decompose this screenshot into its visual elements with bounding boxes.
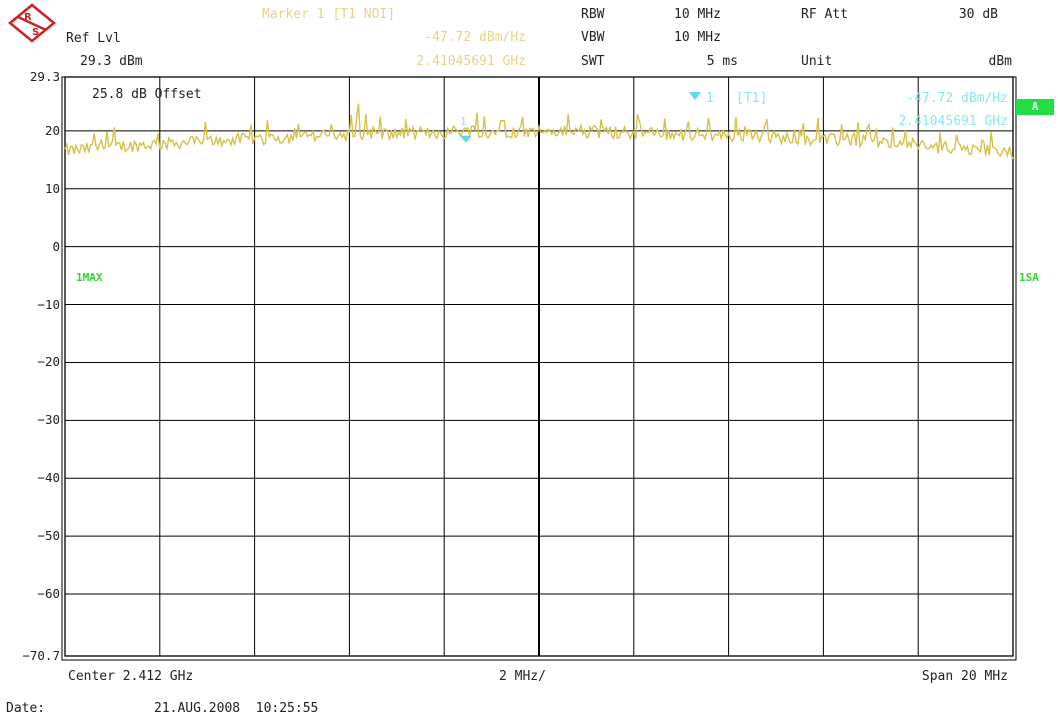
marker-number-label: 1 [460, 115, 467, 128]
y-tick-label: −40 [37, 470, 60, 486]
y-tick-label: −10 [37, 296, 60, 312]
marker-title: Marker 1 [T1 NOI] [262, 7, 396, 22]
marker-info-level: -47.72 dBm/Hz [906, 91, 1008, 106]
marker-frequency: 2.41045691 GHz [416, 54, 526, 69]
vbw-label: VBW [581, 30, 605, 45]
rf-att-label: RF Att [801, 7, 848, 22]
offset-label: 25.8 dB Offset [92, 87, 202, 102]
trace-line [64, 103, 1014, 160]
marker-info-triangle-icon [689, 92, 701, 100]
rf-att-value: 30 dB [958, 7, 998, 22]
per-division-label: 2 MHz/ [499, 669, 546, 684]
date-label: Date: [6, 701, 46, 716]
date-value: 21.AUG.2008 10:25:55 [154, 701, 319, 716]
rohde-schwarz-logo-icon: R S [8, 3, 56, 43]
marker-info-label: [T1] [736, 91, 768, 106]
y-tick-label: 29.3 [29, 69, 60, 84]
unit-value: dBm [988, 54, 1012, 69]
svg-text:R: R [24, 12, 32, 23]
trace-mode-label: 1MAX [76, 271, 103, 284]
swt-value: 5 ms [706, 54, 738, 69]
ref-level-label: Ref Lvl [66, 31, 121, 46]
y-tick-label: −60 [37, 586, 60, 602]
y-tick-label: 10 [44, 180, 60, 196]
unit-label: Unit [801, 54, 833, 69]
y-tick-label: 20 [44, 122, 60, 138]
vbw-value: 10 MHz [674, 30, 721, 45]
marker-level: -47.72 dBm/Hz [424, 30, 526, 45]
y-tick-label: −20 [37, 354, 60, 370]
sweep-mode-label: 1SA [1019, 271, 1039, 284]
marker-info-frequency: 2.41045691 GHz [898, 114, 1008, 129]
y-tick-label: −50 [37, 528, 60, 544]
y-tick-label: −30 [37, 412, 60, 428]
plot-grid [61, 76, 1017, 661]
span-label: Span 20 MHz [921, 669, 1008, 684]
center-frequency-label: Center 2.412 GHz [68, 669, 194, 684]
rbw-label: RBW [581, 7, 605, 22]
trace-a-badge: A [1016, 99, 1054, 115]
ref-level-value: 29.3 dBm [80, 54, 143, 69]
y-tick-label: 0 [52, 238, 60, 254]
swt-label: SWT [581, 54, 605, 69]
marker-triangle-icon [459, 135, 472, 143]
y-tick-label: −70.7 [22, 648, 60, 663]
marker-info-id: 1 [706, 91, 714, 106]
rbw-value: 10 MHz [674, 7, 721, 22]
svg-text:S: S [32, 27, 39, 38]
